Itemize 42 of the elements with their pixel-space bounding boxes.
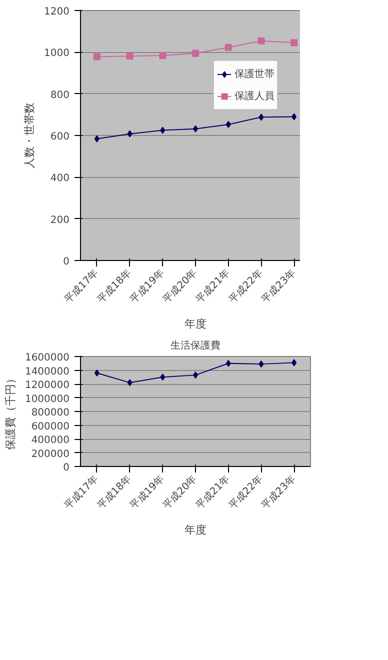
- point: [160, 126, 166, 134]
- y-tick-label: 1000000: [24, 394, 70, 405]
- chart-title: 生活保護費: [170, 340, 220, 352]
- point: [226, 120, 231, 128]
- x-axis-title: 年度: [184, 317, 206, 330]
- y-tick-label: 800: [50, 90, 70, 101]
- y-tick-label: 0: [63, 462, 70, 474]
- point: [159, 52, 166, 59]
- y-tick-label: 1000: [44, 48, 70, 60]
- point: [226, 360, 231, 367]
- x-axis-title: 年度: [184, 523, 206, 536]
- point: [192, 50, 199, 57]
- y-tick-label: 200: [50, 214, 70, 226]
- y-axis-title: 保護費（千円）: [4, 373, 17, 450]
- y-tick-label: 600000: [31, 421, 70, 432]
- point: [93, 53, 100, 60]
- point: [292, 113, 297, 120]
- point: [94, 370, 100, 376]
- point: [94, 135, 100, 142]
- y-tick-label: 600: [50, 132, 70, 142]
- point: [127, 130, 132, 138]
- y-axis-title: 人数・世帯数: [23, 102, 36, 168]
- y-tick-label: 1600000: [24, 352, 70, 364]
- point: [258, 37, 265, 44]
- legend-label: 保護世帯: [234, 68, 274, 81]
- point: [258, 114, 264, 121]
- point: [126, 52, 134, 60]
- y-tick-label: 1400000: [24, 366, 70, 378]
- point: [292, 359, 297, 366]
- point: [224, 44, 232, 51]
- point: [290, 39, 298, 46]
- y-tick-label: 400000: [31, 435, 70, 446]
- legend-label: 保護人員: [234, 90, 274, 103]
- y-tick-label: 200000: [31, 448, 70, 460]
- y-tick-label: 800000: [31, 408, 70, 418]
- y-tick-label: 1200000: [24, 380, 70, 391]
- y-tick-label: 1200: [44, 6, 70, 18]
- point: [160, 374, 166, 381]
- point: [127, 379, 132, 386]
- point: [258, 360, 264, 368]
- y-tick-label: 0: [63, 256, 70, 268]
- y-tick-label: 400: [50, 173, 70, 184]
